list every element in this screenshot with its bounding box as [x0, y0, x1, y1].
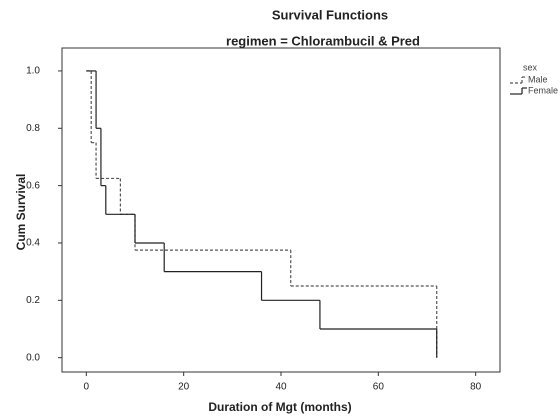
- legend-label: Female: [528, 85, 558, 95]
- y-tick-label: 0.8: [26, 123, 40, 134]
- x-tick-label: 60: [373, 382, 385, 393]
- y-tick-label: 1.0: [26, 66, 40, 77]
- chart-title: Survival Functions: [272, 7, 388, 22]
- legend-title: sex: [523, 62, 538, 72]
- y-tick-label: 0.6: [26, 180, 40, 191]
- x-axis-title: Duration of Mgt (months): [208, 400, 351, 414]
- plot-frame: [61, 47, 501, 373]
- x-tick-label: 40: [275, 382, 287, 393]
- x-tick-label: 80: [470, 382, 482, 393]
- chart-subtitle: regimen = Chlorambucil & Pred: [226, 33, 420, 48]
- y-tick-label: 0.2: [26, 295, 40, 306]
- legend-label: Male: [528, 74, 548, 84]
- y-tick-label: 0.4: [26, 238, 40, 249]
- y-tick-label: 0.0: [26, 352, 40, 363]
- x-tick-label: 20: [178, 382, 190, 393]
- x-tick-label: 0: [84, 382, 90, 393]
- y-axis-title: Cum Survival: [14, 174, 28, 251]
